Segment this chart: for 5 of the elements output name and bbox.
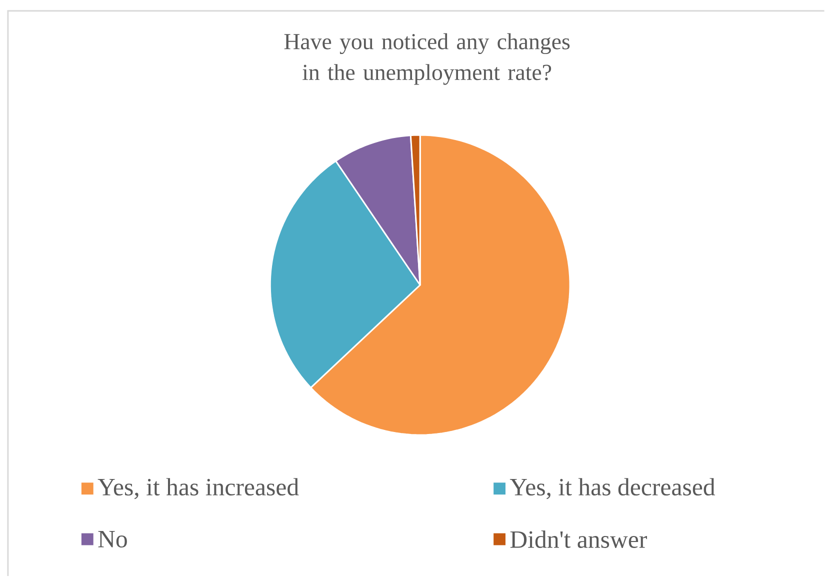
legend-label: No xyxy=(98,531,127,548)
legend-label: Yes, it has decreased xyxy=(510,478,716,500)
chart-title: Have you noticed any changes in the unemployment rate? xyxy=(284,33,570,85)
legend-label: Didn't answer xyxy=(510,530,647,548)
legend-label: Yes, it has increased xyxy=(98,478,299,500)
